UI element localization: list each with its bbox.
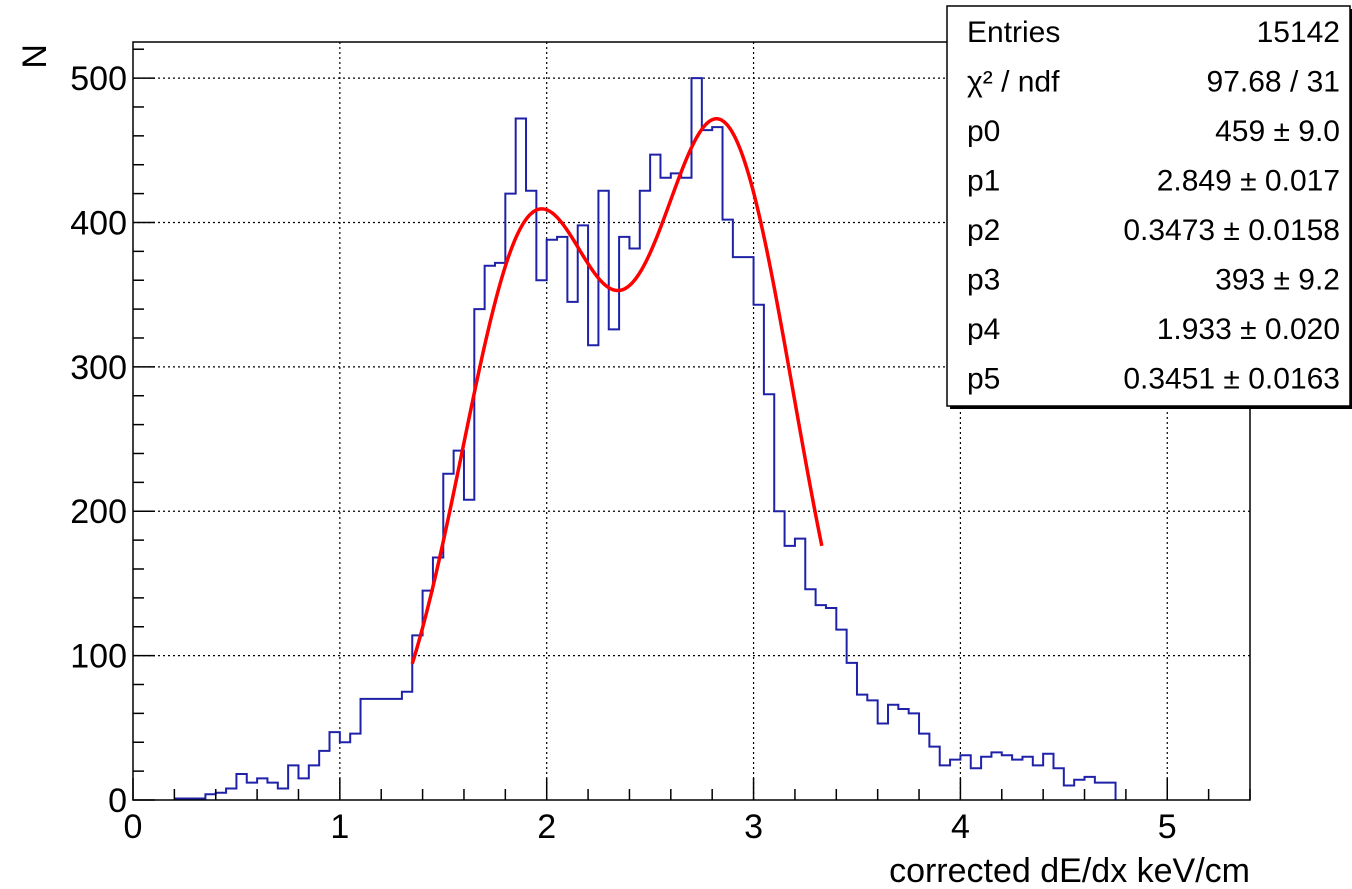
stats-label: χ² / ndf [967, 66, 1060, 99]
x-axis-title: corrected dE/dx keV/cm [889, 852, 1250, 889]
fit-curve-group [410, 117, 824, 665]
x-tick-label: 4 [951, 808, 970, 846]
x-tick-label: 3 [744, 808, 763, 846]
y-tick-label: 200 [70, 493, 127, 531]
stats-label: p2 [967, 214, 1000, 247]
y-tick-label: 0 [108, 782, 127, 820]
stats-label: p1 [967, 165, 1000, 198]
y-tick-label: 500 [70, 60, 127, 98]
stats-box-frame [946, 5, 1351, 407]
stats-label: p5 [967, 363, 1000, 396]
y-tick-label: 400 [70, 204, 127, 242]
histogram-outline [174, 77, 1117, 800]
axis-ticks [132, 48, 1251, 801]
stats-value: 393 ± 9.2 [1215, 264, 1340, 297]
x-tick-label: 2 [537, 808, 556, 846]
stats-value: 459 ± 9.0 [1215, 115, 1340, 148]
x-tick-label: 0 [124, 808, 143, 846]
y-axis-title: N [16, 44, 54, 69]
stats-value: 1.933 ± 0.020 [1157, 313, 1340, 346]
tick-labels: 0 1 2 3 4 5 0 100 200 300 400 500 [70, 60, 1176, 846]
y-tick-label: 300 [70, 349, 127, 387]
stats-label: p0 [967, 115, 1000, 148]
stats-value: 0.3473 ± 0.0158 [1123, 214, 1340, 247]
stats-value: 0.3451 ± 0.0163 [1123, 363, 1340, 396]
plot-frame [132, 41, 1251, 801]
stats-value: 97.68 / 31 [1207, 66, 1340, 99]
stats-value: 15142 [1257, 16, 1340, 49]
fit-curve [410, 117, 824, 665]
x-tick-label: 5 [1158, 808, 1177, 846]
y-tick-label: 100 [70, 638, 127, 676]
stats-box: Entries 15142 χ² / ndf 97.68 / 31 p0 459 ± 9.… [946, 5, 1352, 409]
stats-label: p3 [967, 264, 1000, 297]
x-tick-label: 1 [330, 808, 349, 846]
stats-label: Entries [967, 16, 1060, 49]
stats-label: p4 [967, 313, 1000, 346]
histogram [174, 77, 1117, 800]
stats-value: 2.849 ± 0.017 [1157, 165, 1340, 198]
